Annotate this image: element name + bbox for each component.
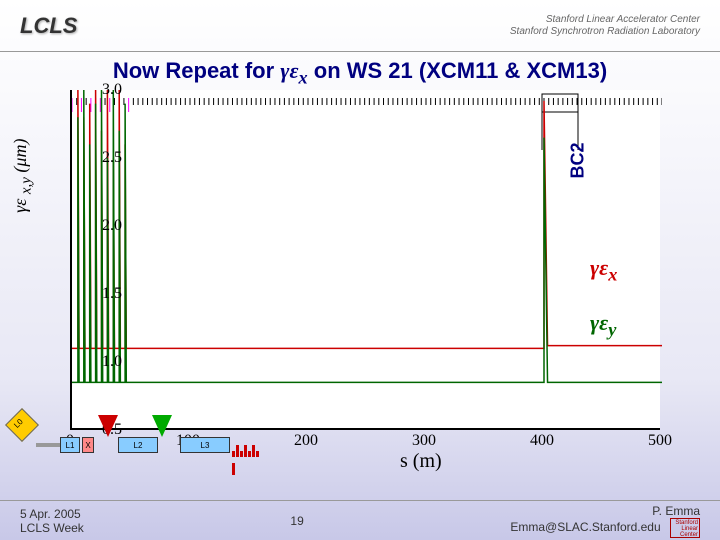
lattice-section: L2 xyxy=(118,437,158,453)
x-axis-label: s (m) xyxy=(400,450,442,473)
title-prefix: Now Repeat for xyxy=(113,58,280,83)
beamline-schematic: L0 L1XL2L3 xyxy=(10,405,270,465)
lcls-logo: LCLS xyxy=(20,13,77,39)
bc2-label: BC2 xyxy=(568,142,589,178)
gey-annotation: γεy xyxy=(590,310,616,340)
undulator-icon xyxy=(232,439,262,451)
ytick: 1.5 xyxy=(102,285,122,303)
footer: 5 Apr. 2005 LCLS Week 19 P. Emma Emma@SL… xyxy=(0,500,720,540)
footer-event: LCLS Week xyxy=(20,521,84,535)
lab-line1: Stanford Linear Accelerator Center xyxy=(510,14,700,26)
footer-email: Emma@SLAC.Stanford.edu xyxy=(510,520,660,534)
emittance-chart xyxy=(70,90,660,430)
chart-svg xyxy=(72,90,662,430)
gex-annotation: γεx xyxy=(590,255,617,285)
lattice-section: L3 xyxy=(180,437,230,453)
lattice-line1 xyxy=(36,443,60,447)
ytick: 2.0 xyxy=(102,217,122,235)
title-symbol: γεx xyxy=(280,58,307,83)
header-lab-text: Stanford Linear Accelerator Center Stanf… xyxy=(510,14,700,38)
footer-author: P. Emma xyxy=(510,504,700,518)
slac-logo-icon: Stanford Linear Center xyxy=(670,518,700,538)
xtick: 500 xyxy=(648,432,672,450)
gex-line xyxy=(72,90,662,348)
lattice-section: X xyxy=(82,437,94,453)
footer-page: 19 xyxy=(290,514,303,528)
xtick: 200 xyxy=(294,432,318,450)
ytick: 2.5 xyxy=(102,149,122,167)
xtick: 400 xyxy=(530,432,554,450)
xtick: 300 xyxy=(412,432,436,450)
lattice-section: L1 xyxy=(60,437,80,453)
title-suffix: on WS 21 (XCM11 & XCM13) xyxy=(308,58,608,83)
header: LCLS Stanford Linear Accelerator Center … xyxy=(0,0,720,52)
y-axis-label: γε x,y (μm) xyxy=(10,139,36,213)
gey-line xyxy=(72,90,662,382)
footer-right: P. Emma Emma@SLAC.Stanford.edu Stanford … xyxy=(510,504,700,538)
lab-line2: Stanford Synchrotron Radiation Laborator… xyxy=(510,26,700,38)
footer-left: 5 Apr. 2005 LCLS Week xyxy=(20,507,84,535)
footer-date: 5 Apr. 2005 xyxy=(20,507,84,521)
lattice-arrow-icon xyxy=(98,415,118,437)
ytick: 3.0 xyxy=(102,81,122,99)
lattice-arrow-icon xyxy=(152,415,172,437)
ytick: 1.0 xyxy=(102,353,122,371)
